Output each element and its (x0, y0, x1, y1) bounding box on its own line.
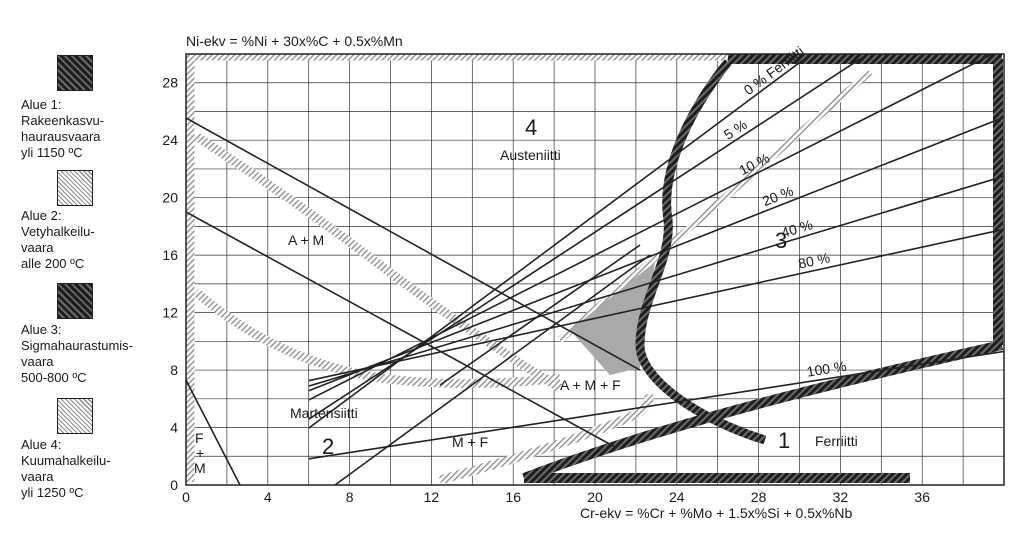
ferrite-label: Ferriitti (815, 433, 858, 449)
ferrite-iso-label: 100 % (806, 358, 848, 380)
ferrite-iso-lines (308, 54, 1004, 460)
mf-label: M + F (452, 434, 488, 450)
legend-zone-1-line-1: Alue 1: (21, 97, 62, 112)
x-tick-label: 24 (669, 489, 685, 505)
ferrite-iso-line (308, 54, 870, 420)
x-tick-label: 4 (264, 489, 272, 505)
y-tick-label: 16 (162, 247, 178, 263)
y-tick-label: 28 (162, 75, 178, 91)
plot-frame (185, 53, 1005, 486)
ferrite-iso-label: 20 % (760, 183, 796, 210)
ferrite-iso-line (308, 228, 1004, 382)
legend-zone-1-line-2: Rakeenkasvu- (21, 113, 105, 128)
boundary-am-upper (186, 117, 641, 371)
ferrite-iso-line (308, 350, 1004, 460)
austenite-label: Austeniitti (500, 147, 561, 163)
zone-1-number: 1 (778, 428, 790, 453)
y-axis-title: Ni-ekv = %Ni + 30x%C + 0.5x%Mn (186, 33, 403, 49)
ferrite-iso-line (308, 116, 1004, 392)
x-tick-label: 8 (346, 489, 354, 505)
legend-zone-1-line-4: yli 1150 ºC (21, 145, 83, 160)
legend-zone-4-line-2: Kuumahalkeilu- (21, 453, 111, 468)
ferrite-iso-label: 5 % (721, 116, 750, 143)
legend-zone-4-line-3: vaara (21, 469, 54, 484)
zone-2-hydrogen-band-bottom (438, 391, 654, 485)
y-tick-labels: 0 4 8 12 16 20 24 28 (162, 75, 178, 493)
legend-text-zone-1: Alue 1: Rakeenkasvu- haurausvaara yli 11… (21, 97, 104, 161)
x-tick-label: 28 (751, 489, 767, 505)
legend-swatch-zone-1 (57, 55, 93, 91)
ferrite-iso-line (308, 175, 1004, 387)
legend-swatch-zone-2 (57, 170, 93, 206)
legend-zone-3-line-4: 500-800 ºC (21, 370, 87, 385)
x-tick-label: 0 (182, 489, 190, 505)
x-axis-title: Cr-ekv = %Cr + %Mo + 1.5x%Si + 0.5x%Nb (580, 505, 853, 521)
m-label: M (194, 460, 206, 476)
x-tick-label: 16 (505, 489, 521, 505)
y-tick-label: 12 (162, 305, 178, 321)
ferrite-iso-label: 80 % (797, 249, 832, 271)
boundary-f-m (186, 379, 241, 485)
x-tick-label: 12 (424, 489, 440, 505)
ferrite-iso-label: 0 % Ferriitti (741, 43, 807, 98)
zone-2-hydrogen-band-upper (193, 132, 563, 392)
legend-text-zone-2: Alue 2: Vetyhalkeilu- vaara alle 200 ºC (21, 208, 95, 272)
x-tick-label: 32 (833, 489, 849, 505)
boundary-martensite (439, 244, 641, 386)
zone-2-hydrogen-band-lower (193, 288, 561, 389)
legend-zone-3-line-1: Alue 3: (21, 322, 62, 337)
legend-zone-4-line-1: Alue 4: (21, 437, 62, 452)
zone-4-number: 4 (525, 115, 537, 140)
zone-2-number: 2 (322, 434, 334, 459)
zone-3-number: 3 (775, 228, 787, 253)
legend-text-zone-4: Alue 4: Kuumahalkeilu- vaara yli 1250 ºC (21, 437, 111, 501)
legend-zone-3-line-2: Sigmahaurastumis- (21, 338, 133, 353)
legend-zone-1-line-3: haurausvaara (21, 129, 101, 144)
plus-label: + (196, 445, 204, 461)
legend: Alue 1: Rakeenkasvu- haurausvaara yli 11… (0, 0, 180, 549)
legend-zone-2-line-3: vaara (21, 240, 54, 255)
y-tick-label: 0 (170, 477, 178, 493)
legend-zone-3-line-3: vaara (21, 354, 54, 369)
x-tick-label: 36 (914, 489, 930, 505)
f-label: F (195, 430, 204, 446)
y-tick-label: 8 (170, 362, 178, 378)
boundary-am-lower (186, 211, 616, 448)
x-tick-label: 20 (587, 489, 603, 505)
legend-zone-4-line-4: yli 1250 ºC (21, 485, 84, 500)
safe-zone-triangle (570, 262, 655, 375)
zone-1-grain-growth-band-upper (522, 340, 1004, 483)
y-tick-label: 4 (170, 420, 178, 436)
legend-swatch-zone-3 (57, 283, 93, 319)
y-tick-label: 20 (162, 190, 178, 206)
legend-text-zone-3: Alue 3: Sigmahaurastumis- vaara 500-800 … (21, 322, 133, 386)
martensite-label: Martensiitti (290, 405, 358, 421)
legend-zone-2-line-1: Alue 2: (21, 208, 62, 223)
amf-label: A + M + F (560, 377, 621, 393)
legend-zone-2-line-4: alle 200 ºC (21, 256, 85, 271)
legend-zone-2-line-2: Vetyhalkeilu- (21, 224, 95, 239)
legend-swatch-zone-4 (57, 398, 93, 434)
ferrite-iso-line (308, 54, 995, 401)
am-label: A + M (288, 232, 324, 248)
x-tick-labels: 0 4 8 12 16 20 24 28 32 36 (182, 489, 930, 505)
y-tick-label: 24 (162, 132, 178, 148)
